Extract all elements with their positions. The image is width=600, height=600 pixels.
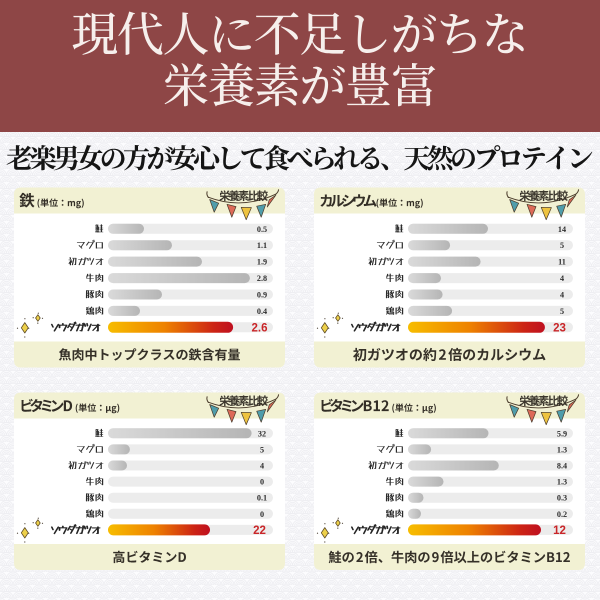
svg-text:1.3: 1.3 xyxy=(557,445,567,454)
svg-text:4: 4 xyxy=(560,291,564,300)
svg-text:5.9: 5.9 xyxy=(557,429,567,438)
svg-text:0.5: 0.5 xyxy=(257,225,267,234)
svg-text:0.2: 0.2 xyxy=(557,510,567,519)
svg-text:23: 23 xyxy=(553,323,566,335)
svg-text:0.9: 0.9 xyxy=(257,291,267,300)
svg-text:0.3: 0.3 xyxy=(557,494,567,503)
svg-text:2.6: 2.6 xyxy=(252,323,268,335)
svg-text:5: 5 xyxy=(260,445,264,454)
svg-text:22: 22 xyxy=(253,525,266,537)
svg-text:4: 4 xyxy=(260,462,264,471)
svg-text:1.3: 1.3 xyxy=(557,478,567,487)
svg-text:0: 0 xyxy=(260,510,264,519)
svg-text:8.4: 8.4 xyxy=(557,462,567,471)
svg-text:14: 14 xyxy=(558,225,566,234)
svg-text:5: 5 xyxy=(560,241,564,250)
svg-text:0: 0 xyxy=(260,478,264,487)
svg-text:4: 4 xyxy=(560,274,564,283)
svg-text:1.9: 1.9 xyxy=(257,258,267,267)
svg-text:32: 32 xyxy=(258,429,266,438)
svg-text:1.1: 1.1 xyxy=(257,241,267,250)
svg-text:0.4: 0.4 xyxy=(257,307,267,316)
svg-text:0.1: 0.1 xyxy=(257,494,267,503)
svg-text:5: 5 xyxy=(560,307,564,316)
svg-text:2.8: 2.8 xyxy=(257,274,267,283)
svg-text:11: 11 xyxy=(558,258,566,267)
svg-text:12: 12 xyxy=(553,525,566,537)
